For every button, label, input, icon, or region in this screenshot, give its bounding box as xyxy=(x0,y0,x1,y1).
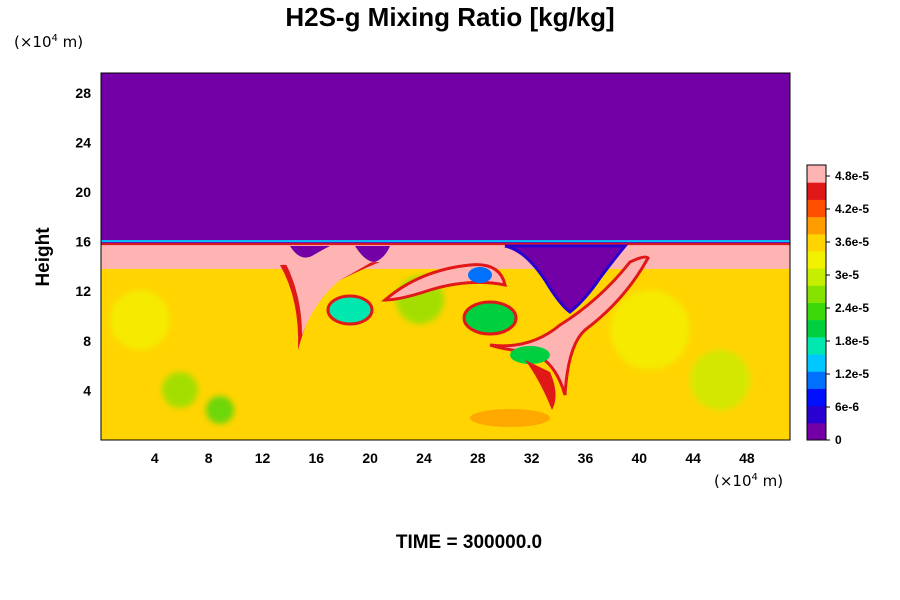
colorbar-tick-label: 3e-5 xyxy=(835,268,859,282)
colorbar-tick-label: 4.8e-5 xyxy=(835,169,869,183)
y-axis-ticks: 4 8 12 16 20 24 28 xyxy=(75,85,91,399)
x-tick-label: 12 xyxy=(255,450,271,466)
x-tick-label: 20 xyxy=(362,450,378,466)
colorbar-swatch xyxy=(807,233,826,252)
colorbar-tick-label: 4.2e-5 xyxy=(835,202,869,216)
colorbar-swatch xyxy=(807,199,826,218)
colorbar-swatch xyxy=(807,405,826,424)
colorbar-swatch xyxy=(807,285,826,303)
x-tick-label: 32 xyxy=(524,450,540,466)
colorbar-tick-label: 3.6e-5 xyxy=(835,235,869,249)
x-axis-unit: (×104 m) xyxy=(714,472,784,490)
colorbar-swatch xyxy=(807,371,826,389)
x-tick-label: 48 xyxy=(739,450,755,466)
y-tick-label: 28 xyxy=(75,85,91,101)
x-tick-label: 28 xyxy=(470,450,486,466)
x-tick-label: 8 xyxy=(205,450,213,466)
colorbar-swatch xyxy=(807,336,826,355)
x-tick-label: 36 xyxy=(578,450,594,466)
y-tick-label: 24 xyxy=(75,134,91,150)
colorbar-ticks: 0 6e-6 1.2e-5 1.8e-5 2.4e-5 3e-5 3.6e-5 4.2e-5 4… xyxy=(826,169,869,447)
colorbar xyxy=(806,164,827,441)
y-tick-label: 4 xyxy=(83,382,91,398)
colorbar-swatch xyxy=(807,354,826,372)
colorbar-swatch xyxy=(807,319,826,338)
colorbar-tick-label: 6e-6 xyxy=(835,400,859,414)
x-tick-label: 16 xyxy=(309,450,325,466)
colorbar-tick-label: 0 xyxy=(835,433,842,447)
y-tick-label: 16 xyxy=(75,234,91,250)
colorbar-swatch xyxy=(807,182,826,200)
y-axis-unit: (×104 m) xyxy=(14,33,84,51)
x-tick-label: 24 xyxy=(416,450,432,466)
colorbar-swatch xyxy=(807,422,826,441)
colorbar-swatch xyxy=(807,302,826,321)
colorbar-tick-label: 1.2e-5 xyxy=(835,367,869,381)
colorbar-tick-label: 2.4e-5 xyxy=(835,301,869,315)
y-tick-label: 12 xyxy=(75,283,91,299)
field-upper-layer xyxy=(101,73,790,245)
plot-area xyxy=(101,73,790,440)
colorbar-swatch xyxy=(807,250,826,269)
colorbar-swatch xyxy=(807,216,826,235)
time-label: TIME = 300000.0 xyxy=(395,532,543,553)
x-tick-label: 44 xyxy=(685,450,701,466)
x-axis-ticks: 4 8 12 16 20 24 28 32 36 40 44 48 xyxy=(151,450,755,466)
mixing-plume xyxy=(101,240,790,440)
colorbar-tick-label: 1.8e-5 xyxy=(835,334,869,348)
colorbar-swatch xyxy=(807,388,826,407)
chart-title: H2S-g Mixing Ratio [kg/kg] xyxy=(285,2,615,32)
y-tick-label: 8 xyxy=(83,333,91,349)
colorbar-swatch xyxy=(807,165,826,183)
plot-frame xyxy=(100,72,791,441)
colorbar-swatch xyxy=(807,268,826,286)
y-tick-label: 20 xyxy=(75,184,91,200)
x-tick-label: 4 xyxy=(151,450,159,466)
x-tick-label: 40 xyxy=(631,450,647,466)
